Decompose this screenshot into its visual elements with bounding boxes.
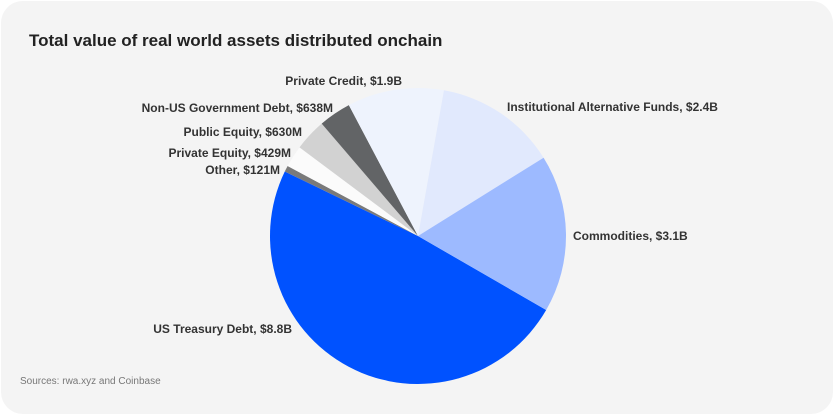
slice-label: Institutional Alternative Funds, $2.4B [507,100,718,114]
pie-slice [284,165,418,236]
pie-slice [321,105,418,236]
pie-slice [348,87,444,236]
pie-slice [418,90,544,237]
slice-label: Public Equity, $630M [184,125,302,139]
slice-label: Commodities, $3.1B [573,229,688,243]
slice-label: Private Equity, $429M [169,146,292,160]
slice-label: US Treasury Debt, $8.8B [153,322,292,336]
slice-label: Non-US Government Debt, $638M [142,101,333,115]
pie-slice [269,171,547,385]
pie-slice [418,157,566,310]
pie-slice [287,147,418,236]
slice-label: Other, $121M [205,163,280,177]
pie-slice [299,123,418,236]
slice-label: Private Credit, $1.9B [285,74,402,88]
chart-title: Total value of real world assets distrib… [29,31,443,50]
chart-source: Sources: rwa.xyz and Coinbase [20,376,161,387]
